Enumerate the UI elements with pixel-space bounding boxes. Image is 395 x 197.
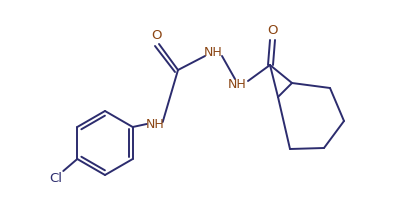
Text: Cl: Cl [49,173,62,186]
Text: NH: NH [204,46,222,59]
Text: NH: NH [145,119,164,132]
Text: O: O [151,29,161,42]
Text: NH: NH [228,77,246,90]
Text: O: O [267,23,277,36]
